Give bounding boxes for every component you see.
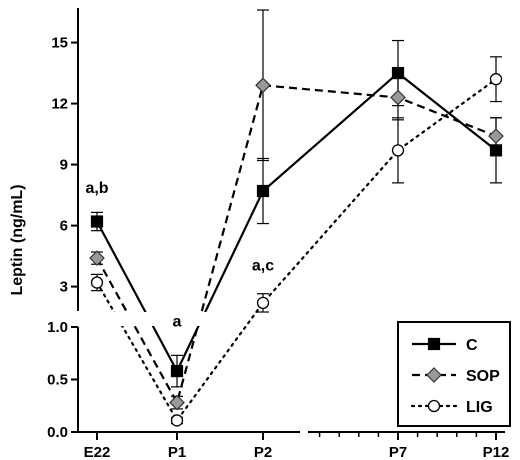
y-tick-label: 9 xyxy=(60,157,68,174)
y-tick-label: 12 xyxy=(51,96,68,113)
marker-sop xyxy=(255,77,271,94)
y-tick-label: 0.0 xyxy=(47,424,68,441)
x-tick-label: P1 xyxy=(168,444,186,460)
marker-lig xyxy=(489,73,503,86)
legend-marker-sop xyxy=(426,367,442,383)
significance-label: a,c xyxy=(252,257,274,274)
y-axis-title: Leptin (ng/mL) xyxy=(9,184,26,295)
marker-sop xyxy=(89,250,105,266)
significance-label: a,b xyxy=(85,180,108,197)
y-tick-label: 1.0 xyxy=(47,319,68,336)
marker-lig xyxy=(90,276,104,289)
y-tick-label: 15 xyxy=(51,35,68,52)
marker-lig xyxy=(170,414,184,427)
y-tick-label: 6 xyxy=(60,218,68,235)
marker-sop xyxy=(169,394,185,411)
marker-c xyxy=(256,184,270,198)
marker-lig xyxy=(391,144,405,157)
marker-lig xyxy=(256,296,270,310)
legend-label-sop: SOP xyxy=(466,368,500,385)
axis-break-gap xyxy=(79,312,229,326)
legend-marker-c xyxy=(427,337,441,351)
significance-label: a xyxy=(173,313,182,330)
x-tick-label: P2 xyxy=(254,444,272,460)
x-tick-label: E22 xyxy=(84,444,111,460)
marker-c xyxy=(170,365,184,378)
series-line-sop xyxy=(96,84,497,406)
legend-label-c: C xyxy=(466,337,478,354)
y-tick-label: 0.5 xyxy=(47,372,68,389)
y-tick-label: 3 xyxy=(60,279,68,296)
x-tick-label: P7 xyxy=(389,444,407,460)
legend-marker-lig xyxy=(427,399,441,413)
series-line-lig xyxy=(95,78,498,423)
marker-sop xyxy=(488,128,504,144)
legend-label-lig: LIG xyxy=(466,399,493,416)
x-tick-label: P12 xyxy=(483,444,510,460)
marker-sop xyxy=(390,89,406,106)
marker-c xyxy=(90,215,104,228)
